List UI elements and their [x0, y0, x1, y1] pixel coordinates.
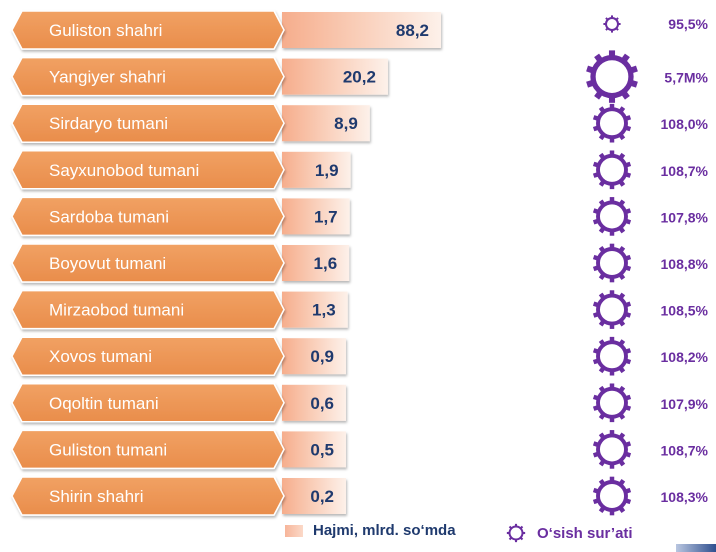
chart-row: Xovos tumani 0,9 108,2% — [11, 336, 709, 376]
value-label: 0,2 — [310, 487, 334, 506]
value-label: 0,9 — [310, 347, 334, 366]
category-box — [11, 336, 285, 376]
chart-row: Sirdaryo tumani 8,9 108,0% — [11, 103, 709, 143]
growth-label: 108,3% — [661, 489, 709, 505]
value-label: 0,6 — [310, 394, 334, 413]
legend: Hajmi, mlrd. so‘mda O‘sish sur’ati — [0, 522, 716, 544]
chart-row: Shirin shahri 0,2 108,3% — [11, 476, 709, 516]
bar — [282, 338, 346, 375]
legend-item-volume: Hajmi, mlrd. so‘mda — [285, 522, 456, 539]
decorative-stripe — [676, 544, 716, 552]
bar — [282, 478, 346, 514]
gear-icon — [592, 197, 632, 236]
growth-label: 108,5% — [661, 303, 709, 319]
category-label: Xovos tumani — [49, 347, 152, 366]
category-label: Sayxunobod tumani — [49, 161, 199, 180]
bar — [282, 245, 350, 281]
category-box — [11, 429, 285, 470]
growth-label: 108,0% — [661, 116, 709, 132]
chart-row: Yangiyer shahri 20,2 5,7M% — [11, 50, 709, 103]
gear-icon — [592, 103, 632, 143]
growth-label: 108,2% — [661, 349, 709, 365]
chart-row: Sardoba tumani 1,7 107,8% — [11, 196, 709, 237]
legend-label-growth: O‘sish sur’ati — [537, 524, 633, 542]
legend-label-volume: Hajmi, mlrd. so‘mda — [313, 522, 456, 539]
gear-icon — [592, 430, 632, 469]
chart-row: Oqoltin tumani 0,6 107,9% — [11, 383, 709, 423]
value-label: 1,6 — [314, 254, 338, 273]
category-box — [11, 103, 285, 143]
category-label: Guliston tumani — [49, 440, 167, 459]
category-box — [11, 476, 285, 516]
growth-label: 108,8% — [661, 256, 709, 272]
category-box — [11, 289, 285, 330]
category-label: Yangiyer shahri — [49, 68, 166, 87]
category-box — [11, 56, 285, 97]
bar — [282, 198, 350, 235]
bar — [282, 105, 370, 142]
category-box — [11, 150, 285, 190]
gear-icon — [592, 290, 632, 329]
chart-row: Boyovut tumani 1,6 108,8% — [11, 243, 709, 283]
gear-icon — [592, 150, 632, 190]
value-label: 20,2 — [343, 68, 376, 87]
category-label: Sardoba tumani — [49, 207, 169, 226]
value-label: 0,5 — [310, 440, 334, 459]
category-box — [11, 10, 285, 50]
category-label: Oqoltin tumani — [49, 394, 159, 413]
bar — [282, 384, 346, 421]
growth-label: 95,5% — [668, 16, 708, 32]
legend-swatch-bar — [285, 524, 303, 537]
value-label: 1,7 — [314, 207, 338, 226]
gear-icon — [586, 50, 638, 103]
bar — [282, 58, 388, 95]
value-label: 1,3 — [312, 301, 336, 320]
gear-icon — [592, 243, 632, 283]
category-box — [11, 383, 285, 423]
growth-label: 108,7% — [661, 163, 709, 179]
chart-row: Mirzaobod tumani 1,3 108,5% — [11, 289, 709, 330]
bar — [282, 151, 351, 188]
legend-item-growth: O‘sish sur’ati — [505, 522, 633, 544]
chart-row: Sayxunobod tumani 1,9 108,7% — [11, 150, 709, 190]
growth-label: 5,7M% — [664, 70, 708, 86]
category-box — [11, 196, 285, 237]
growth-label: 108,7% — [661, 442, 709, 458]
category-box — [11, 243, 285, 283]
category-label: Boyovut tumani — [49, 254, 166, 273]
category-label: Guliston shahri — [49, 21, 162, 40]
category-label: Sirdaryo tumani — [49, 114, 168, 133]
value-label: 8,9 — [334, 114, 358, 133]
category-label: Shirin shahri — [49, 487, 144, 506]
value-label: 88,2 — [396, 21, 429, 40]
growth-label: 107,8% — [661, 209, 709, 225]
bar — [282, 431, 346, 468]
gear-icon — [506, 523, 526, 543]
gear-icon — [603, 15, 621, 33]
value-label: 1,9 — [315, 161, 339, 180]
chart-row: Guliston shahri 88,2 95,5% — [11, 10, 709, 50]
gear-icon — [592, 476, 632, 516]
growth-label: 107,9% — [661, 396, 709, 412]
category-label: Mirzaobod tumani — [49, 301, 184, 320]
chart-row: Guliston tumani 0,5 108,7% — [11, 429, 709, 470]
gear-icon — [592, 383, 632, 423]
bar — [282, 291, 348, 328]
gear-icon — [592, 336, 632, 376]
bar — [282, 12, 441, 48]
